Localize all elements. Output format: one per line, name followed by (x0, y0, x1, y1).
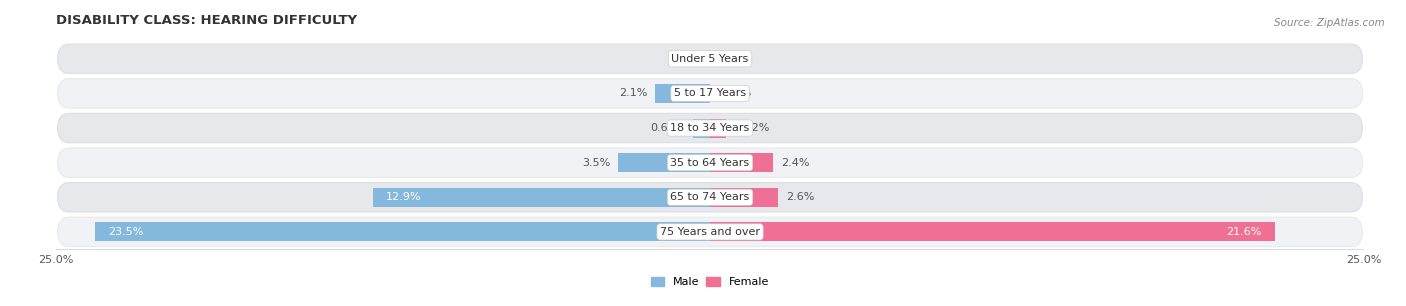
Bar (619, 153, 710, 172)
Text: 18 to 34 Years: 18 to 34 Years (671, 123, 749, 133)
Text: 35 to 64 Years: 35 to 64 Years (671, 158, 749, 168)
FancyBboxPatch shape (58, 79, 1362, 108)
Text: 2.1%: 2.1% (619, 88, 647, 99)
Text: 0.0%: 0.0% (669, 54, 697, 64)
Text: 2.4%: 2.4% (780, 158, 808, 168)
Text: 12.9%: 12.9% (385, 192, 422, 202)
Bar (710, 222, 1275, 241)
Bar (710, 153, 773, 172)
Text: 65 to 74 Years: 65 to 74 Years (671, 192, 749, 202)
FancyBboxPatch shape (58, 44, 1362, 73)
Text: 23.5%: 23.5% (108, 227, 143, 237)
Bar (693, 118, 710, 138)
Legend: Male, Female: Male, Female (647, 272, 773, 292)
Bar (710, 188, 778, 207)
Text: Source: ZipAtlas.com: Source: ZipAtlas.com (1274, 18, 1385, 28)
FancyBboxPatch shape (58, 148, 1362, 177)
FancyBboxPatch shape (58, 217, 1362, 247)
Bar (96, 222, 710, 241)
Text: 0.0%: 0.0% (723, 54, 751, 64)
Text: 21.6%: 21.6% (1226, 227, 1261, 237)
Text: 0.64%: 0.64% (650, 123, 686, 133)
Text: Under 5 Years: Under 5 Years (672, 54, 748, 64)
FancyBboxPatch shape (58, 183, 1362, 212)
Text: 3.5%: 3.5% (582, 158, 610, 168)
Text: 75 Years and over: 75 Years and over (659, 227, 761, 237)
Text: 0.0%: 0.0% (723, 88, 751, 99)
FancyBboxPatch shape (58, 113, 1362, 143)
Text: 5 to 17 Years: 5 to 17 Years (673, 88, 747, 99)
Bar (710, 118, 727, 138)
Text: DISABILITY CLASS: HEARING DIFFICULTY: DISABILITY CLASS: HEARING DIFFICULTY (56, 14, 357, 27)
Bar (655, 84, 710, 103)
Text: 2.6%: 2.6% (786, 192, 814, 202)
Text: 0.62%: 0.62% (734, 123, 769, 133)
Bar (373, 188, 710, 207)
